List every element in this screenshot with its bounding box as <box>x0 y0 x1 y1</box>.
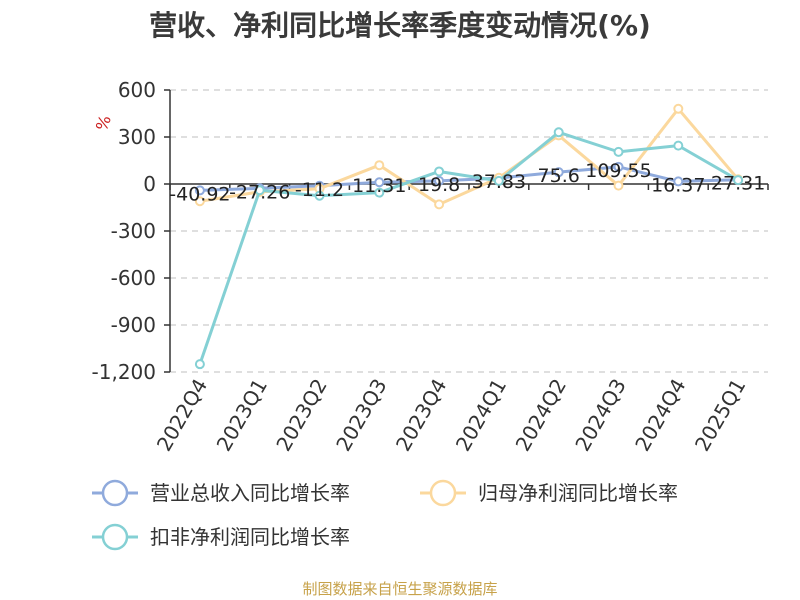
x-tick-label: 2023Q3 <box>331 375 391 456</box>
x-tick-label: 2023Q2 <box>271 375 331 456</box>
data-point-deducted-net-profit-growth[interactable] <box>613 146 624 157</box>
data-point-deducted-net-profit-growth[interactable] <box>493 175 504 186</box>
data-point-revenue-growth[interactable] <box>434 175 445 186</box>
y-tick-label: -300 <box>111 219 156 243</box>
data-point-deducted-net-profit-growth[interactable] <box>733 175 744 186</box>
legend-label[interactable]: 归母净利润同比增长率 <box>478 481 678 505</box>
data-label: -11.2 <box>295 179 344 201</box>
source-note: 制图数据来自恒生聚源数据库 <box>302 580 498 598</box>
data-point-net-profit-growth[interactable] <box>374 160 385 171</box>
data-point-net-profit-growth[interactable] <box>613 180 624 191</box>
legend-marker[interactable] <box>429 479 457 507</box>
series-line-revenue-growth <box>199 165 739 192</box>
data-label: 37.83 <box>472 171 526 193</box>
y-tick-label: -900 <box>111 313 156 337</box>
data-point-deducted-net-profit-growth[interactable] <box>434 166 445 177</box>
data-point-deducted-net-profit-growth[interactable] <box>374 187 385 198</box>
y-tick-label: 300 <box>118 125 156 149</box>
series-layer <box>194 103 744 370</box>
data-point-revenue-growth[interactable] <box>613 161 624 172</box>
data-point-deducted-net-profit-growth[interactable] <box>254 185 265 196</box>
data-point-deducted-net-profit-growth[interactable] <box>553 127 564 138</box>
legend-label[interactable]: 营业总收入同比增长率 <box>150 481 350 505</box>
data-label-layer: -40.92-27.26 -11.2 11.31 19.8 37.83 75.6 109.5… <box>169 160 765 206</box>
x-tick-label: 2023Q4 <box>391 374 451 455</box>
data-label: 75.6 <box>538 165 580 187</box>
x-tick-label: 2022Q4 <box>152 375 212 456</box>
data-label: 19.8 <box>418 174 460 196</box>
data-point-net-profit-growth[interactable] <box>194 196 205 207</box>
y-tick-label: -1,200 <box>92 360 156 384</box>
data-point-revenue-growth[interactable] <box>673 176 684 187</box>
x-tick-label: 2024Q3 <box>570 375 630 456</box>
data-label: 16.37 <box>651 174 705 196</box>
data-label: 27.31 <box>711 173 765 195</box>
y-tick-label: 0 <box>143 172 156 196</box>
data-point-revenue-growth[interactable] <box>553 167 564 178</box>
data-point-revenue-growth[interactable] <box>194 185 205 196</box>
data-label: 11.31 <box>352 175 406 197</box>
data-point-deducted-net-profit-growth[interactable] <box>314 190 325 201</box>
x-tick-label: 2023Q1 <box>212 375 272 456</box>
data-point-deducted-net-profit-growth[interactable] <box>194 359 205 370</box>
legend-marker[interactable] <box>101 523 129 551</box>
data-label: 109.55 <box>585 160 651 182</box>
legend-label[interactable]: 扣非净利润同比增长率 <box>150 525 350 549</box>
data-label: -27.26 <box>229 181 290 203</box>
data-label: -40.92 <box>169 183 230 205</box>
data-point-deducted-net-profit-growth[interactable] <box>673 140 684 151</box>
legend-marker[interactable] <box>101 479 129 507</box>
series-line-net-profit-growth <box>199 107 740 206</box>
x-tick-label: 2024Q1 <box>451 375 511 456</box>
grid-layer <box>170 89 768 373</box>
y-tick-label: -600 <box>111 266 156 290</box>
chart-title: 营收、净利同比增长率季度变动情况(%) <box>149 9 651 42</box>
x-tick-label: 2024Q4 <box>630 375 690 456</box>
x-tick-label: 2025Q1 <box>690 375 750 456</box>
y-axis-unit-label: % <box>92 113 115 134</box>
series-line-deducted-net-profit-growth <box>198 130 739 365</box>
data-point-revenue-growth[interactable] <box>374 177 385 188</box>
y-tick-label: 600 <box>118 78 156 102</box>
data-point-net-profit-growth[interactable] <box>673 103 684 114</box>
x-tick-label: 2024Q2 <box>511 375 571 456</box>
data-point-net-profit-growth[interactable] <box>434 199 445 210</box>
